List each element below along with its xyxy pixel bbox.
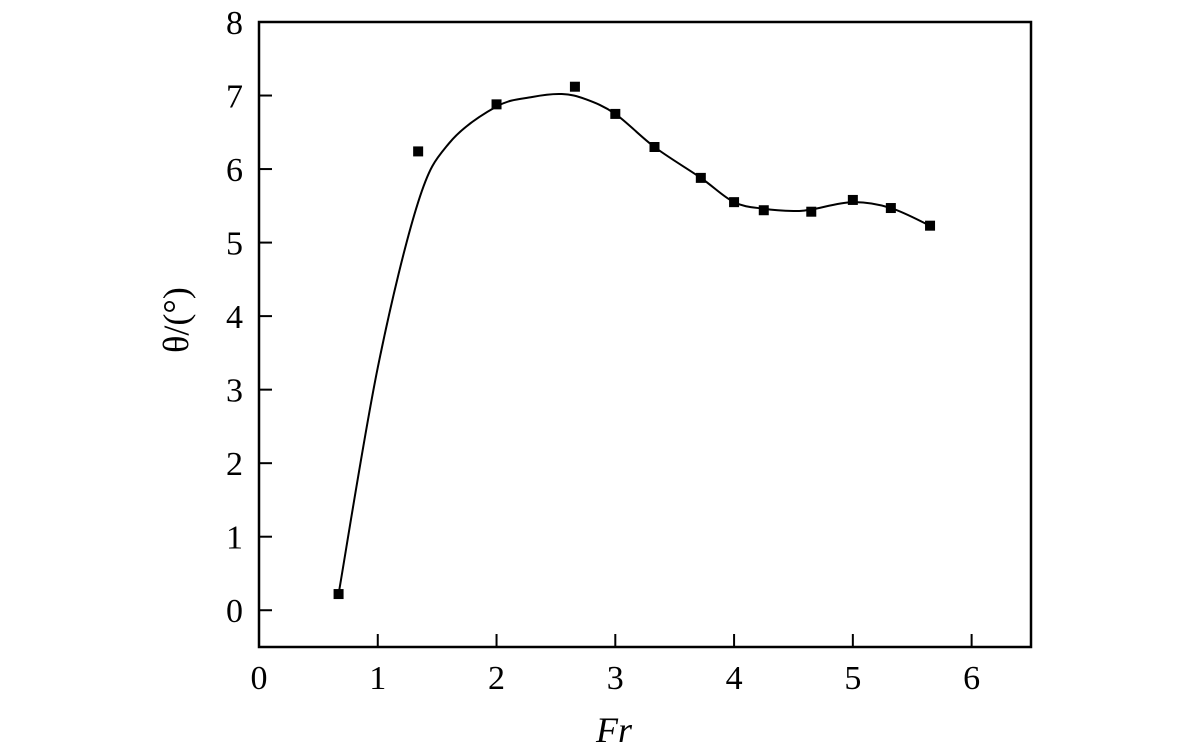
y-tick-label: 8 xyxy=(226,5,243,42)
data-point xyxy=(885,203,896,214)
x-axis-title: Fr xyxy=(595,710,633,749)
data-point xyxy=(491,99,502,110)
data-point xyxy=(847,194,858,205)
data-point xyxy=(569,81,580,92)
x-tick-label: 3 xyxy=(607,660,624,697)
y-tick-label: 2 xyxy=(226,446,243,483)
y-tick-label: 6 xyxy=(226,152,243,189)
data-point xyxy=(649,142,660,152)
data-point xyxy=(925,220,936,231)
x-tick-label: 6 xyxy=(963,660,980,697)
y-tick-label: 1 xyxy=(226,520,243,557)
x-tick-label: 2 xyxy=(488,660,505,697)
data-point xyxy=(333,589,344,600)
data-point xyxy=(413,146,424,157)
y-tick-label: 5 xyxy=(226,226,243,263)
data-point xyxy=(695,172,706,183)
x-tick-label: 5 xyxy=(844,660,861,697)
y-tick-label: 3 xyxy=(226,373,243,410)
y-tick-label: 4 xyxy=(226,299,243,336)
tick-labels: 0 1 2 3 4 5 6 0 1 2 3 4 5 6 7 8 xyxy=(226,5,980,697)
ticks xyxy=(258,21,973,647)
y-tick-label: 0 xyxy=(226,593,243,630)
x-tick-label: 1 xyxy=(369,660,386,697)
data-point xyxy=(806,206,817,217)
y-axis-title: θ/(°) xyxy=(156,287,196,353)
fit-curve xyxy=(337,92,931,595)
data-points xyxy=(333,81,936,600)
y-tick-label: 7 xyxy=(226,79,243,116)
plot-frame xyxy=(257,20,1033,649)
data-point xyxy=(729,197,740,208)
data-point xyxy=(610,108,621,119)
x-tick-label: 4 xyxy=(726,660,743,697)
data-point xyxy=(758,205,769,216)
x-tick-label: 0 xyxy=(251,660,268,697)
